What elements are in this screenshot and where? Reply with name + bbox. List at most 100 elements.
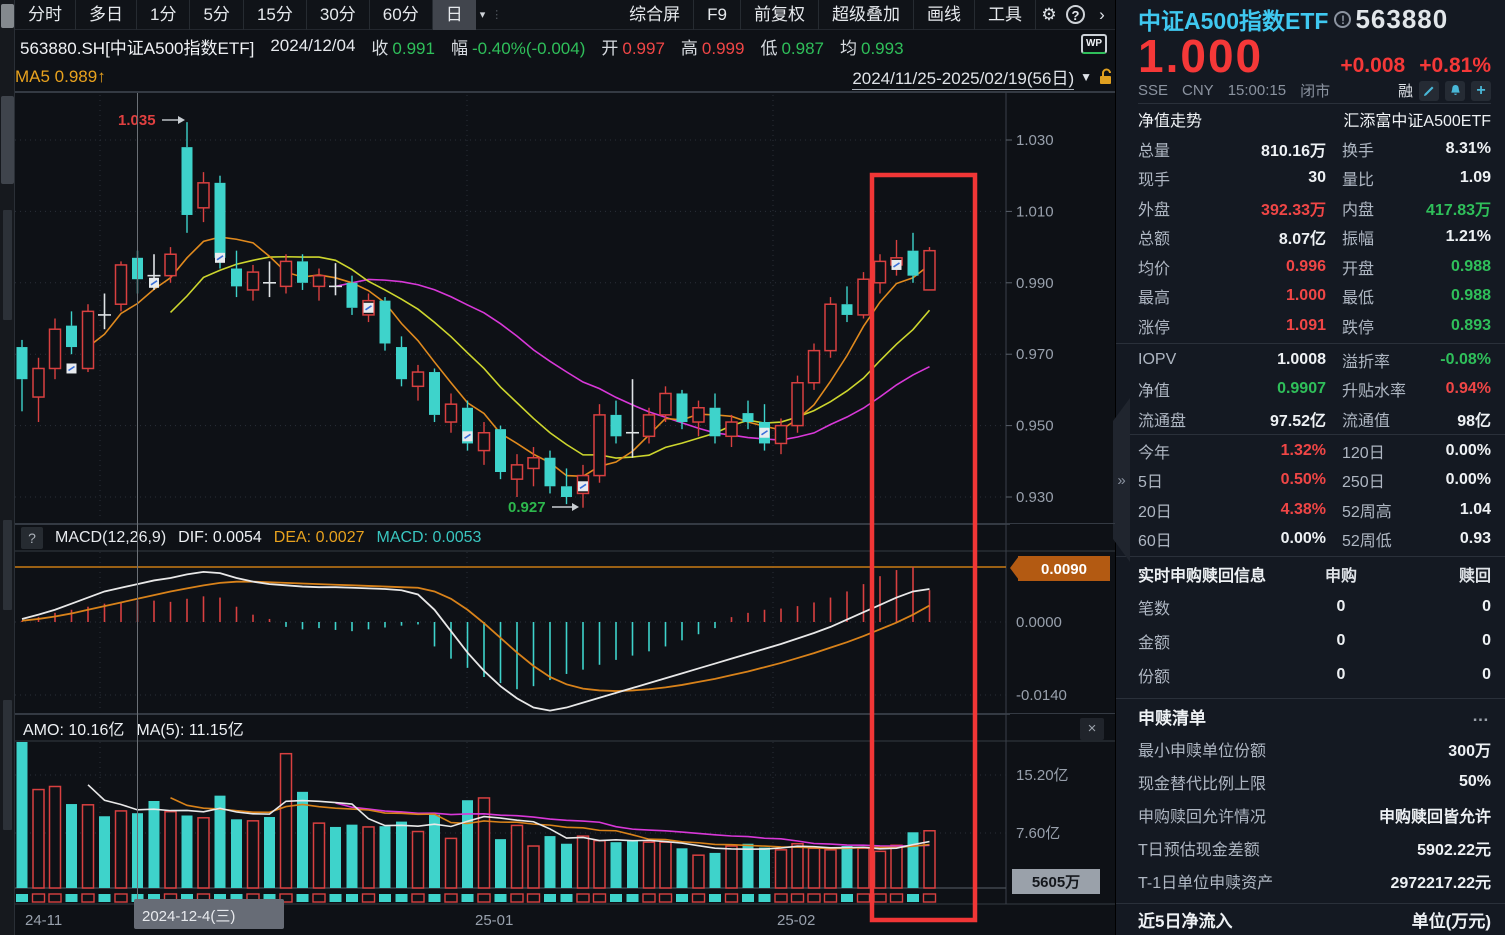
svg-text:-0.0140: -0.0140	[1016, 687, 1067, 704]
gear-icon[interactable]: ⚙	[1041, 4, 1057, 24]
chevron-down-icon[interactable]: ▾	[479, 9, 486, 21]
stat-row: 涨停 1.091 跌停 0.893	[1116, 311, 1505, 341]
list-value: 申购赎回皆允许	[1378, 808, 1491, 826]
period-button-5分[interactable]: 5分	[190, 0, 244, 30]
quote-side-panel: » 中证A500指数ETF ! 563880 1.000 +0.008 +0.8…	[1113, 0, 1505, 935]
stat-label: 250日	[1342, 474, 1385, 492]
info-icon[interactable]: !	[1334, 10, 1352, 28]
stat-value: 0.00%	[1445, 441, 1491, 459]
stat-value: -0.08%	[1440, 350, 1491, 368]
stat-value: 0.00%	[1280, 530, 1326, 548]
last-price: 1.000	[1138, 30, 1264, 82]
sidebar-icon[interactable]	[1, 4, 14, 28]
stat-label: 量比	[1342, 172, 1375, 190]
unlock-icon[interactable]	[1098, 67, 1115, 86]
stat-label: 流通盘	[1138, 412, 1187, 430]
list-title: 申赎清单	[1138, 708, 1206, 728]
stat-label: 总额	[1138, 231, 1171, 249]
stat-value: 1.32%	[1280, 441, 1326, 459]
svg-text:2024-12-4(三): 2024-12-4(三)	[142, 908, 235, 925]
realtime-row: 份额 0 0	[1116, 658, 1505, 692]
sidebar-tab-active[interactable]	[1, 96, 14, 184]
quote-开: 开 0.997	[601, 34, 665, 59]
stat-value: 810.16万	[1261, 142, 1326, 160]
subscription-list-header[interactable]: 申赎清单 …	[1116, 700, 1505, 732]
sidebar-tab[interactable]	[3, 520, 12, 610]
period-button-15分[interactable]: 15分	[244, 0, 307, 30]
stat-label: 现手	[1138, 172, 1171, 190]
tool-button-综合屏[interactable]: 综合屏	[616, 0, 695, 30]
more-dots-icon[interactable]: ⋮	[491, 9, 503, 21]
stat-label: 涨停	[1138, 319, 1171, 337]
close-icon[interactable]: ×	[1080, 718, 1104, 740]
symbol-code[interactable]: 563880.SH[中证A500指数ETF]	[20, 38, 255, 58]
stat-value: 0.94%	[1445, 380, 1491, 398]
net-inflow-title: 近5日净流入	[1138, 912, 1233, 931]
period-button-分时[interactable]: 分时	[15, 0, 76, 30]
collapse-panel-handle[interactable]: »	[1113, 398, 1130, 562]
svg-text:0.950: 0.950	[1016, 418, 1054, 435]
stat-value: 0.996	[1285, 257, 1326, 275]
svg-text:1.030: 1.030	[1016, 132, 1054, 149]
date-range-selector[interactable]: 2024/11/25-2025/02/19(56日)	[852, 64, 1075, 90]
tool-button-F9[interactable]: F9	[694, 0, 741, 30]
stat-value: 0.00%	[1445, 471, 1491, 489]
svg-text:0.927: 0.927	[508, 499, 546, 516]
period-button-60分[interactable]: 60分	[370, 0, 433, 30]
edit-pencil-icon[interactable]	[1419, 80, 1439, 101]
stat-row: 20日 4.38% 52周高 1.04	[1116, 495, 1505, 525]
stat-label: 5日	[1138, 474, 1163, 492]
period-button-30分[interactable]: 30分	[307, 0, 370, 30]
quote-value: 0.987	[781, 38, 824, 58]
exchange-label: SSE	[1138, 82, 1169, 99]
help-icon[interactable]: ?	[1066, 5, 1085, 24]
sidebar-tab[interactable]	[3, 210, 12, 320]
svg-text:25-02: 25-02	[777, 912, 815, 929]
realtime-row: 金额 0 0	[1116, 624, 1505, 658]
tab-nav-trend[interactable]: 净值走势	[1138, 113, 1203, 130]
tool-button-工具[interactable]: 工具	[975, 0, 1036, 30]
wp-monitor-icon[interactable]: WP	[1081, 34, 1107, 54]
stat-value: 30	[1308, 169, 1326, 187]
period-button-1分[interactable]: 1分	[137, 0, 191, 30]
chevron-down-icon[interactable]: ▼	[1080, 69, 1092, 84]
rt-subscribe-value: 0	[1336, 632, 1346, 649]
stat-row: 最高 1.000 最低 0.988	[1116, 282, 1505, 312]
left-sidebar-strip[interactable]	[0, 0, 15, 935]
quote-收: 收 0.991	[371, 34, 435, 59]
stat-label: 流通值	[1342, 412, 1391, 430]
stat-label: 52周低	[1342, 533, 1392, 551]
dea-label: DEA:	[273, 529, 312, 546]
period-button-日[interactable]: 日	[432, 0, 476, 30]
quote-label: 收	[371, 38, 389, 58]
more-ellipsis-icon[interactable]: …	[1472, 706, 1491, 725]
period-button-多日[interactable]: 多日	[76, 0, 137, 30]
net-inflow-footer[interactable]: 近5日净流入 单位(万元)	[1116, 903, 1505, 935]
stat-label: 开盘	[1342, 260, 1375, 278]
stat-row: 流通盘 97.52亿 流通值 98亿	[1116, 404, 1505, 434]
macd-name[interactable]: MACD(12,26,9)	[55, 529, 167, 546]
add-plus-icon[interactable]: +	[1471, 80, 1491, 101]
fund-full-name[interactable]: 汇添富中证A500ETF	[1343, 113, 1491, 130]
rt-subscribe-value: 0	[1336, 666, 1346, 683]
sidebar-tab[interactable]	[3, 700, 12, 830]
amo-indicator-bar: AMO: 10.16亿 MA(5): 11.15亿 ×	[15, 714, 1104, 741]
realtime-row: 笔数 0 0	[1116, 590, 1505, 624]
stat-value: 1.09	[1459, 169, 1491, 187]
candlestick-chart[interactable]: 1.035 0.927 1.030 1.010 0.990 0.970 0.950 0.930…	[15, 92, 1115, 935]
tool-button-超级叠加[interactable]: 超级叠加	[819, 0, 914, 30]
help-icon[interactable]: ?	[21, 527, 43, 549]
tool-button-画线[interactable]: 画线	[914, 0, 975, 30]
tool-button-前复权[interactable]: 前复权	[741, 0, 819, 30]
list-label: 最小申赎单位份额	[1138, 742, 1267, 760]
stat-value: 0.50%	[1280, 471, 1326, 489]
list-item: 最小申赎单位份额 300万	[1116, 732, 1505, 765]
alert-bell-icon[interactable]	[1445, 80, 1465, 101]
chevron-right-icon[interactable]: ›	[1099, 4, 1105, 24]
stat-label: 52周高	[1342, 503, 1392, 521]
stat-label: 升贴水率	[1342, 383, 1407, 401]
rt-label: 笔数	[1138, 601, 1171, 618]
quote-label: 均	[840, 38, 857, 58]
stat-label: 净值	[1138, 383, 1171, 401]
